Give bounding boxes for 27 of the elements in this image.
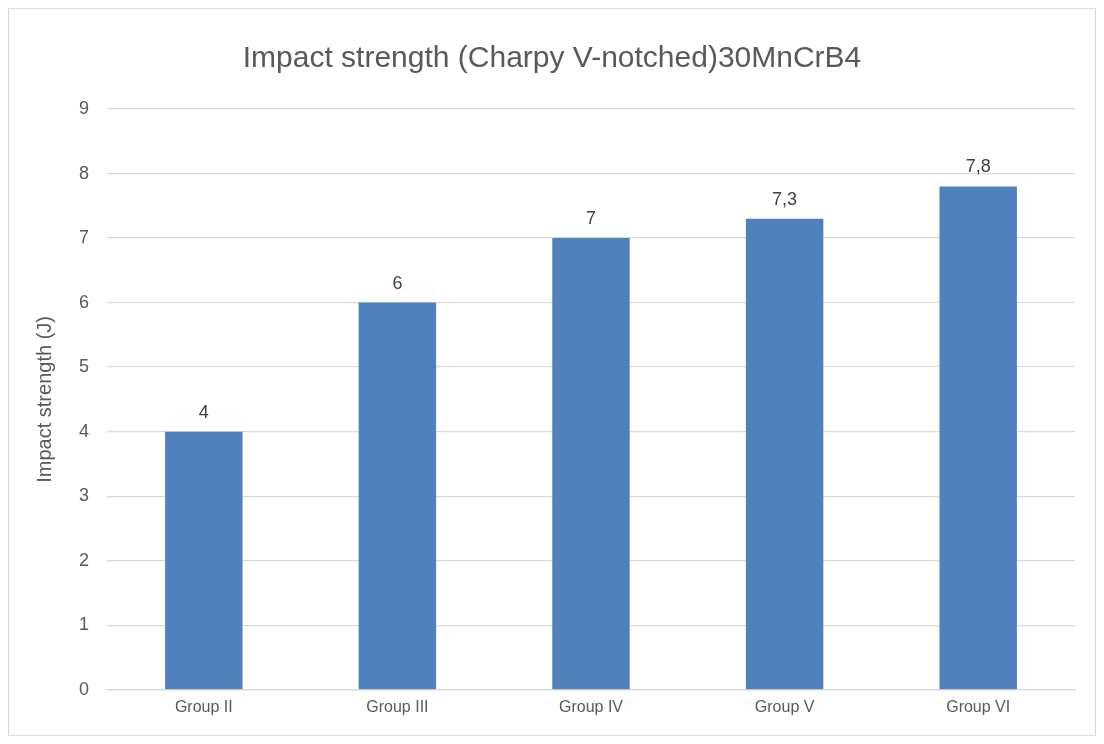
y-tick-label: 1: [79, 614, 90, 635]
bar: [552, 238, 630, 690]
y-tick-label: 4: [79, 420, 90, 441]
bar: [358, 302, 437, 690]
y-tick-label: 2: [79, 549, 90, 570]
data-label: 7,3: [772, 188, 798, 209]
y-axis-title: Impact strength (J): [32, 316, 55, 483]
y-tick-label: 9: [79, 97, 90, 118]
data-label: 7: [586, 208, 597, 229]
y-tick-label: 5: [79, 356, 90, 377]
x-tick-label: Group III: [366, 697, 429, 715]
y-tick-label: 8: [79, 162, 90, 183]
bar: [939, 186, 1017, 690]
y-tick-label: 7: [79, 227, 90, 248]
x-tick-label: Group IV: [558, 697, 624, 715]
y-tick-label: 6: [79, 291, 90, 312]
bar: [745, 218, 824, 690]
x-tick-label: Group V: [754, 697, 815, 715]
data-label: 6: [392, 272, 403, 293]
chart-title: Impact strength (Charpy V-notched)30MnCrB4: [242, 40, 862, 74]
x-tick-label: Group II: [174, 697, 233, 715]
data-label: 4: [198, 401, 209, 422]
data-label: 7,8: [965, 156, 991, 177]
bar: [165, 431, 243, 690]
y-tick-label: 3: [79, 485, 90, 506]
x-tick-label: Group VI: [946, 697, 1011, 715]
y-tick-label: 0: [79, 678, 90, 699]
